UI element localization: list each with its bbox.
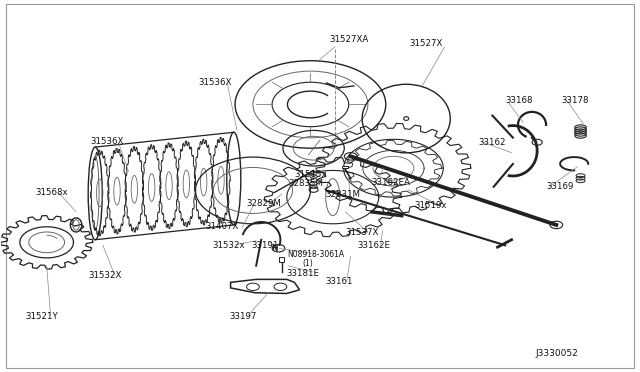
Text: 33197: 33197 <box>229 312 257 321</box>
Text: 31536X: 31536X <box>198 78 232 87</box>
Text: 33168: 33168 <box>505 96 532 105</box>
Text: 31532X: 31532X <box>89 271 122 280</box>
Text: 32831M: 32831M <box>325 190 360 199</box>
Text: 33181E: 33181E <box>287 269 320 278</box>
Text: 33161: 33161 <box>325 277 353 286</box>
Text: 33162: 33162 <box>478 138 506 147</box>
Text: 31527X: 31527X <box>410 39 443 48</box>
Text: (1): (1) <box>302 259 313 267</box>
Text: 31536X: 31536X <box>90 137 124 146</box>
Text: 31519x: 31519x <box>415 201 447 210</box>
Bar <box>342 166 348 168</box>
Text: 33178: 33178 <box>561 96 589 105</box>
Text: 31532x: 31532x <box>212 241 245 250</box>
Text: 31537X: 31537X <box>346 228 379 237</box>
Text: 31527XA: 31527XA <box>330 35 369 44</box>
Text: N: N <box>271 244 277 253</box>
Text: 32835M: 32835M <box>288 179 323 187</box>
Text: 33191: 33191 <box>251 241 278 250</box>
Text: N08918-3061A: N08918-3061A <box>287 250 344 259</box>
Text: 31515x: 31515x <box>294 170 327 179</box>
Bar <box>279 257 284 262</box>
Text: 31568x: 31568x <box>36 188 68 197</box>
Text: J3330052: J3330052 <box>536 349 579 358</box>
Text: 31521Y: 31521Y <box>25 312 58 321</box>
Text: 31407X: 31407X <box>205 222 239 231</box>
Text: 33169: 33169 <box>547 182 574 191</box>
Text: 33162E: 33162E <box>357 241 390 250</box>
Text: 32829M: 32829M <box>246 199 282 208</box>
Text: 33162EA: 33162EA <box>371 178 410 187</box>
